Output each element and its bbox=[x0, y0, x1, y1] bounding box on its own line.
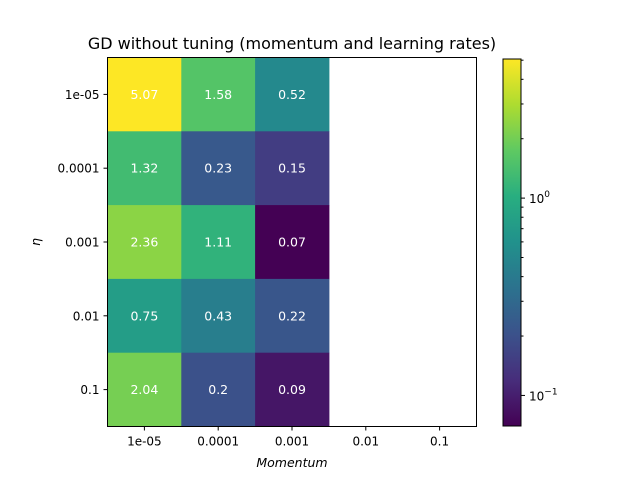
heatmap-cell bbox=[255, 278, 330, 354]
colorbar-tick-label: 100 bbox=[529, 190, 550, 206]
heatmap-cell bbox=[107, 205, 182, 280]
cell-value-label: 0.09 bbox=[278, 382, 306, 397]
cell-value-label: 0.23 bbox=[204, 161, 232, 176]
heatmap-cell bbox=[107, 57, 182, 132]
cell-value-label: 1.58 bbox=[204, 87, 232, 102]
cell-value-label: 0.75 bbox=[130, 308, 158, 323]
colorbar-tick-label: 10−1 bbox=[529, 387, 558, 403]
y-tick-label: 0.0001 bbox=[58, 162, 100, 176]
heatmap-cell bbox=[107, 352, 182, 427]
cell-value-label: 0.52 bbox=[278, 87, 306, 102]
x-tick-label: 0.1 bbox=[430, 435, 449, 449]
cell-value-label: 1.11 bbox=[204, 235, 232, 250]
cell-value-label: 2.04 bbox=[130, 382, 158, 397]
chart-title: GD without tuning (momentum and learning… bbox=[88, 34, 496, 53]
y-axis: 1e-05 0.0001 0.001 0.01 0.1 bbox=[58, 88, 108, 397]
cell-value-label: 0.22 bbox=[278, 308, 306, 323]
heatmap-cell bbox=[255, 205, 330, 280]
cell-value-label: 0.2 bbox=[208, 382, 228, 397]
heatmap-cell bbox=[181, 57, 256, 132]
cell-value-label: 5.07 bbox=[130, 87, 158, 102]
heatmap-cell bbox=[181, 131, 256, 206]
heatmap-cell bbox=[255, 131, 330, 206]
cell-value-label: 0.43 bbox=[204, 308, 232, 323]
colorbar-gradient bbox=[502, 58, 522, 427]
heatmap-cells bbox=[107, 57, 330, 427]
cell-value-label: 0.15 bbox=[278, 161, 306, 176]
y-tick-label: 0.01 bbox=[73, 309, 100, 323]
cell-value-label: 2.36 bbox=[130, 235, 158, 250]
cell-value-label: 0.07 bbox=[278, 235, 306, 250]
x-axis: 1e-05 0.0001 0.001 0.01 0.1 bbox=[127, 426, 449, 449]
y-axis-label: η bbox=[28, 238, 43, 246]
heatmap-cell bbox=[255, 57, 330, 132]
heatmap-cell bbox=[181, 205, 256, 280]
heatmap-cell bbox=[107, 131, 182, 206]
heatmap-cell bbox=[255, 352, 330, 427]
y-tick-label: 0.1 bbox=[80, 383, 99, 397]
cell-labels: 5.07 1.58 0.52 1.32 0.23 0.15 2.36 1.11 0.07 0.75… bbox=[130, 87, 305, 397]
heatmap-cell bbox=[181, 278, 256, 354]
x-tick-label: 0.01 bbox=[352, 435, 379, 449]
x-tick-label: 1e-05 bbox=[127, 435, 162, 449]
heatmap-cell bbox=[107, 278, 182, 354]
cell-value-label: 1.32 bbox=[130, 161, 158, 176]
heatmap-cell bbox=[181, 352, 256, 427]
x-axis-label: Momentum bbox=[256, 455, 327, 470]
y-tick-label: 0.001 bbox=[65, 236, 99, 250]
y-tick-label: 1e-05 bbox=[65, 88, 100, 102]
colorbar-ticks: 100 10−1 bbox=[521, 59, 558, 403]
colorbar: 100 10−1 bbox=[502, 58, 558, 427]
x-tick-label: 0.0001 bbox=[197, 435, 239, 449]
x-tick-label: 0.001 bbox=[275, 435, 309, 449]
